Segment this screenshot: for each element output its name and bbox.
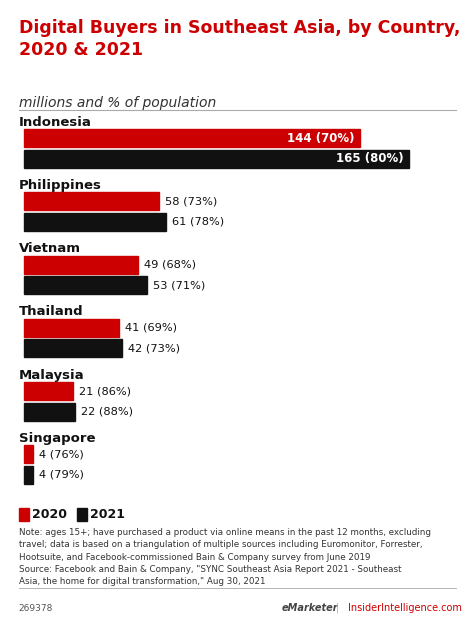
Bar [24, 319, 119, 337]
Text: eMarketer: eMarketer [282, 603, 338, 613]
Bar [24, 149, 409, 167]
Text: Indonesia: Indonesia [19, 116, 92, 129]
Bar [24, 255, 138, 273]
Text: 61 (78%): 61 (78%) [172, 217, 224, 227]
Text: 49 (68%): 49 (68%) [144, 260, 196, 270]
Text: 53 (71%): 53 (71%) [154, 280, 206, 290]
Text: Philippines: Philippines [19, 179, 102, 192]
Bar [24, 213, 166, 231]
Bar [24, 445, 33, 463]
Bar [77, 508, 87, 521]
Text: 144 (70%): 144 (70%) [287, 131, 354, 144]
Text: 22 (88%): 22 (88%) [81, 407, 133, 417]
Text: Vietnam: Vietnam [19, 242, 81, 255]
Bar [24, 276, 148, 294]
Text: 42 (73%): 42 (73%) [128, 343, 180, 353]
Text: |: | [336, 602, 339, 613]
Text: 41 (69%): 41 (69%) [125, 323, 178, 333]
Text: 165 (80%): 165 (80%) [336, 152, 404, 165]
Text: Digital Buyers in Southeast Asia, by Country,
2020 & 2021: Digital Buyers in Southeast Asia, by Cou… [19, 19, 460, 59]
Bar [24, 192, 159, 210]
Bar [24, 402, 75, 420]
Text: 4 (76%): 4 (76%) [39, 450, 84, 459]
Text: Thailand: Thailand [19, 306, 84, 319]
Bar [24, 129, 360, 147]
Text: millions and % of population: millions and % of population [19, 96, 216, 110]
Text: 21 (86%): 21 (86%) [78, 386, 131, 396]
Text: 58 (73%): 58 (73%) [165, 197, 218, 206]
Text: 2021: 2021 [90, 508, 125, 521]
Bar [24, 382, 72, 400]
Text: 2020: 2020 [32, 508, 67, 521]
Text: Malaysia: Malaysia [19, 369, 85, 382]
Text: 4 (79%): 4 (79%) [39, 470, 84, 480]
Bar [24, 339, 122, 357]
Text: Singapore: Singapore [19, 432, 95, 445]
Text: Note: ages 15+; have purchased a product via online means in the past 12 months,: Note: ages 15+; have purchased a product… [19, 528, 431, 586]
Text: 269378: 269378 [19, 603, 53, 613]
Text: InsiderIntelligence.com: InsiderIntelligence.com [348, 603, 462, 613]
Bar [19, 508, 29, 521]
Bar [24, 466, 33, 484]
